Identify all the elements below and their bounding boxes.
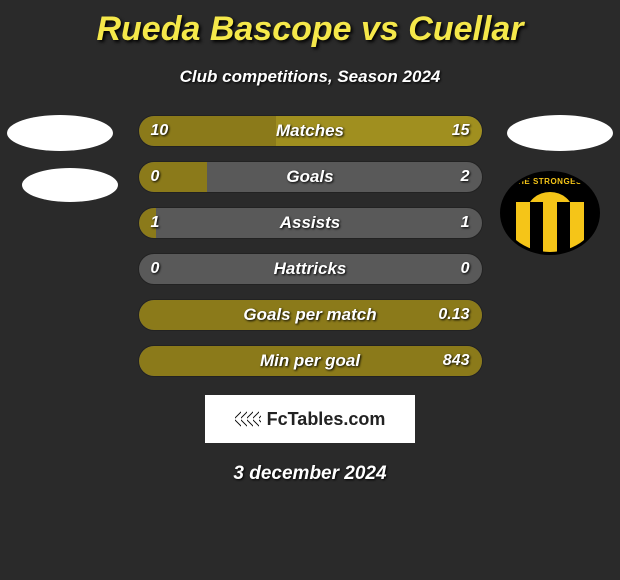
bar-value-right: 0 <box>461 254 470 284</box>
bar-value-right: 1 <box>461 208 470 238</box>
stat-bar-row: Matches10 15 <box>138 115 483 147</box>
bar-value-right: 2 <box>461 162 470 192</box>
snapshot-date: 3 december 2024 <box>0 463 620 485</box>
stat-bar-row: Assists1 1 <box>138 207 483 239</box>
bar-label: Hattricks <box>139 254 482 284</box>
comparison-chart: THE STRONGEST Matches1015Goals02Assists1… <box>0 115 620 377</box>
chart-icon <box>235 411 261 427</box>
stat-bar-row: Goals0 2 <box>138 161 483 193</box>
bar-value-right: 15 <box>452 116 470 146</box>
player-right-crest: THE STRONGEST <box>500 171 600 255</box>
bar-label: Goals per match <box>139 300 482 330</box>
stat-bar-row: Min per goal843 <box>138 345 483 377</box>
page-subtitle: Club competitions, Season 2024 <box>0 67 620 87</box>
stat-bar-row: Hattricks0 0 <box>138 253 483 285</box>
stat-bar-row: Goals per match0.13 <box>138 299 483 331</box>
stat-bars: Matches1015Goals02Assists11Hattricks00Go… <box>138 115 483 377</box>
bar-value-left: 1 <box>151 208 160 238</box>
bar-label: Assists <box>139 208 482 238</box>
source-badge: FcTables.com <box>205 395 415 443</box>
bar-value-right: 843 <box>443 346 470 376</box>
crest-stripes <box>503 202 597 252</box>
page-title: Rueda Bascope vs Cuellar <box>0 0 620 49</box>
crest-text: THE STRONGEST <box>503 177 597 186</box>
bar-value-right: 0.13 <box>438 300 469 330</box>
bar-value-left: 10 <box>151 116 169 146</box>
bar-value-left: 0 <box>151 254 160 284</box>
player-left-badge-2 <box>22 168 118 202</box>
bar-value-left: 0 <box>151 162 160 192</box>
source-text: FcTables.com <box>267 409 386 430</box>
player-left-badge-1 <box>7 115 113 151</box>
bar-label: Goals <box>139 162 482 192</box>
player-right-badge-1 <box>507 115 613 151</box>
bar-label: Matches <box>139 116 482 146</box>
bar-label: Min per goal <box>139 346 482 376</box>
